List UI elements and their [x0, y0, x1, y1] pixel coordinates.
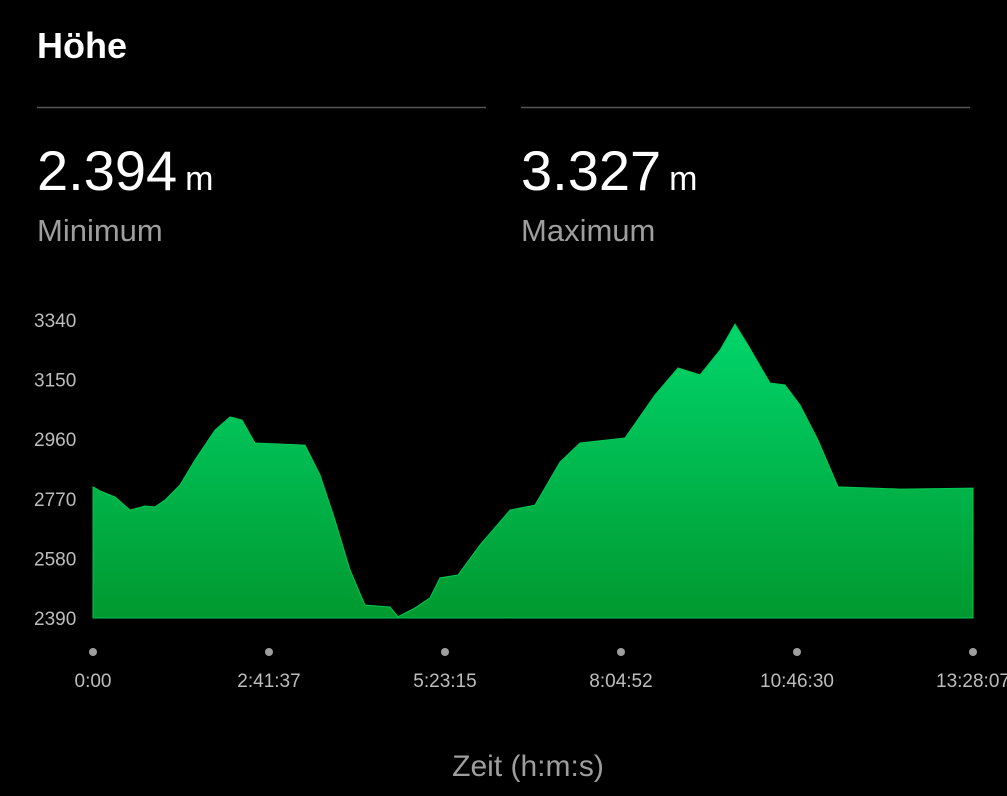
- title: Höhe: [37, 25, 127, 66]
- x-tick-dot: [616, 648, 625, 656]
- y-tick-label: 2960: [34, 430, 76, 451]
- y-tick-label: 2770: [34, 490, 76, 511]
- x-tick-dot: [264, 648, 273, 656]
- x-tick-dot: [969, 648, 977, 656]
- x-tick-dot: [793, 648, 802, 656]
- x-tick-label: 0:00: [75, 671, 112, 692]
- stat-unit: m: [185, 160, 213, 198]
- x-tick-label: 5:23:15: [413, 671, 476, 692]
- area: [92, 323, 974, 619]
- stat-label: Maximum: [521, 213, 655, 248]
- x-tick-label: 2:41:37: [237, 671, 300, 692]
- y-tick-label: 2580: [34, 549, 76, 570]
- y-tick-label: 2390: [34, 609, 76, 630]
- y-tick-label: 3340: [34, 311, 76, 332]
- y-tick-label: 3150: [34, 371, 76, 392]
- x-tick-label: 10:46:30: [760, 671, 834, 692]
- x-tick-label: 8:04:52: [589, 671, 652, 692]
- stat-value: 2.394 m: [37, 139, 213, 202]
- stat-value: 3.327 m: [521, 139, 697, 202]
- stat-unit: m: [669, 160, 697, 198]
- x-tick-label: 13:28:07: [936, 671, 1007, 692]
- x-axis-title: Zeit (h:m:s): [452, 750, 604, 783]
- stat-number: 2.394: [37, 139, 177, 202]
- x-tick-dot: [89, 648, 97, 656]
- x-tick-dot: [441, 648, 450, 656]
- stat-number: 3.327: [521, 139, 661, 202]
- stat-label: Minimum: [37, 213, 163, 248]
